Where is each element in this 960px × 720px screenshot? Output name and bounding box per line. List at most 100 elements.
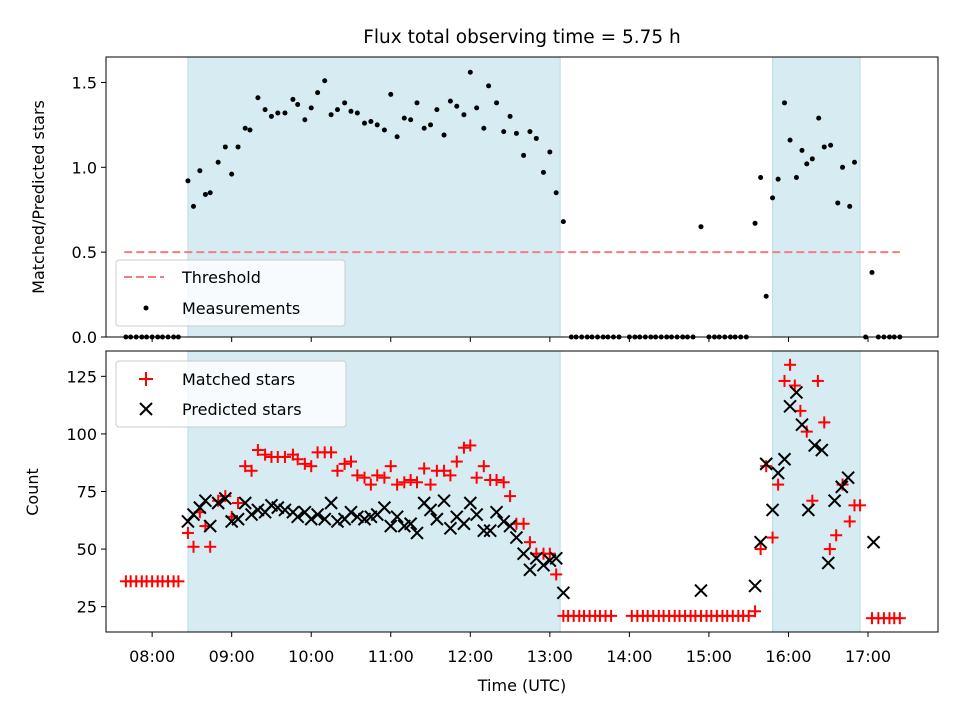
- matched-stars-points: [119, 358, 906, 625]
- measurement-point: [540, 169, 546, 175]
- predicted-star-point: [489, 505, 504, 519]
- measurement-point: [461, 112, 467, 118]
- predicted-star-point: [384, 519, 398, 533]
- matched-star-point: [818, 416, 831, 429]
- measurement-point: [315, 90, 321, 96]
- count-y-tick-label: 25: [77, 598, 97, 617]
- predicted-star-point: [801, 503, 816, 517]
- measurement-point: [533, 135, 539, 141]
- ratio-panel: 0.0 0.5 1.0 1.5 Matched/Predicted stars Thr…: [29, 56, 939, 347]
- predicted-star-point: [423, 503, 438, 517]
- matched-star-point: [438, 464, 451, 477]
- predicted-star-point: [815, 443, 829, 457]
- predicted-star-point: [777, 452, 792, 466]
- matched-star-point: [239, 460, 252, 473]
- measurement-point: [816, 115, 822, 121]
- matched-star-point: [232, 497, 245, 510]
- measurement-point: [828, 142, 834, 148]
- predicted-star-point: [278, 503, 292, 517]
- measurement-point: [547, 149, 553, 155]
- matched-star-point: [371, 469, 384, 482]
- predicted-star-point: [410, 526, 424, 540]
- predicted-star-point: [463, 496, 478, 510]
- measurement-point: [202, 191, 208, 197]
- ratio-y-ticks: 0.0 0.5 1.0 1.5: [72, 73, 106, 347]
- count-y-tick-label: 75: [77, 483, 97, 502]
- predicted-star-point: [330, 514, 345, 529]
- measurement-point: [408, 117, 414, 123]
- matched-star-point: [464, 439, 477, 452]
- predicted-star-point: [344, 505, 358, 519]
- predicted-star-point: [477, 523, 491, 538]
- matched-star-point: [550, 568, 563, 581]
- predicted-star-point: [694, 583, 708, 598]
- measurement-point: [481, 125, 487, 131]
- measurement-point: [290, 96, 296, 102]
- count-y-axis-label: Count: [23, 468, 42, 516]
- matched-star-point: [398, 476, 411, 489]
- legend-threshold-label: Threshold: [181, 268, 261, 287]
- measurement-point: [368, 118, 374, 124]
- predicted-star-point: [783, 399, 797, 413]
- measurement-point: [486, 83, 492, 89]
- measurement-point: [308, 105, 314, 111]
- matched-star-point: [305, 460, 318, 473]
- predicted-star-point: [841, 470, 855, 485]
- measurement-point: [322, 78, 328, 84]
- matched-star-point: [378, 471, 391, 484]
- ratio-legend: Threshold Measurements: [115, 259, 346, 327]
- predicted-star-point: [795, 417, 809, 432]
- predicted-star-point: [821, 556, 835, 570]
- matched-star-point: [418, 462, 431, 475]
- count-x-tick-label: 11:00: [368, 647, 414, 666]
- predicted-star-point: [304, 512, 318, 526]
- legend-predicted-swatch: [139, 402, 153, 416]
- matched-star-point: [187, 540, 200, 553]
- predicted-star-point: [290, 510, 305, 524]
- measurement-point: [804, 161, 810, 167]
- measurement-point: [553, 190, 559, 196]
- measurement-point: [242, 125, 248, 131]
- predicted-star-point: [251, 503, 265, 517]
- ratio-y-axis-label: Matched/Predicted stars: [29, 100, 48, 294]
- measurement-point: [494, 100, 500, 106]
- measurement-point: [428, 122, 434, 128]
- matched-star-point: [830, 529, 843, 542]
- matched-star-point: [854, 499, 867, 512]
- matched-star-point: [351, 469, 364, 482]
- measurement-point: [847, 203, 853, 209]
- count-y-ticks: 25 50 75 100 125: [66, 367, 106, 617]
- measurement-point: [821, 144, 827, 150]
- matched-star-point: [754, 543, 767, 556]
- measurement-point: [507, 113, 513, 119]
- measurement-point: [501, 129, 507, 135]
- matched-star-point: [543, 547, 556, 560]
- measurement-point: [354, 110, 360, 116]
- matched-star-point: [291, 453, 304, 466]
- count-x-tick-label: 10:00: [288, 647, 334, 666]
- measurement-point: [840, 164, 846, 170]
- measurement-point: [758, 174, 764, 180]
- matched-star-point: [778, 374, 791, 387]
- predicted-star-point: [748, 579, 762, 593]
- top-shaded-interval-1: [772, 56, 861, 338]
- matched-star-point: [411, 476, 424, 489]
- predicted-star-point: [310, 507, 325, 522]
- predicted-star-point: [443, 521, 458, 536]
- measurement-point: [787, 137, 793, 143]
- count-x-tick-label: 09:00: [209, 647, 255, 666]
- matched-star-point: [760, 460, 773, 473]
- predicted-star-point: [437, 494, 451, 508]
- matched-star-point: [749, 605, 762, 618]
- predicted-star-point: [244, 507, 259, 522]
- measurement-point: [222, 144, 228, 150]
- matched-star-point: [245, 464, 258, 477]
- matched-star-point: [391, 478, 404, 491]
- matched-star-point: [219, 490, 232, 503]
- legend-measurements-swatch: [143, 305, 149, 311]
- count-x-tick-label: 17:00: [845, 647, 891, 666]
- matched-star-point: [444, 469, 457, 482]
- predicted-star-point: [759, 457, 773, 471]
- count-x-tick-label: 16:00: [765, 647, 811, 666]
- legend-matched-label: Matched stars: [182, 370, 295, 389]
